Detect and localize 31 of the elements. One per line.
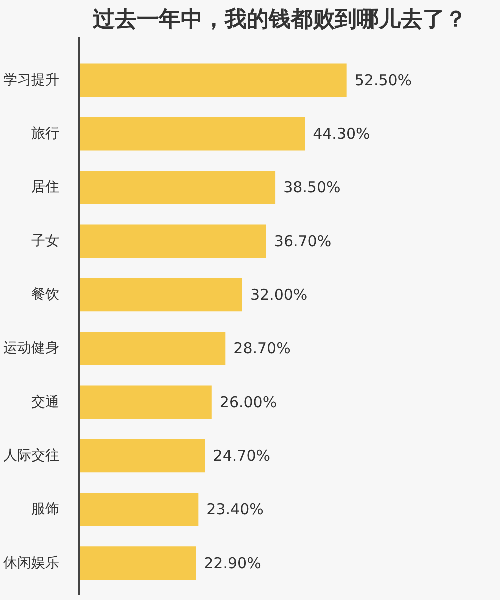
bar — [80, 332, 226, 366]
data-label: 36.70% — [274, 232, 332, 250]
y-tick-label: 餐饮 — [32, 287, 60, 304]
chart-title: 过去一年中，我的钱都败到哪儿去了？ — [92, 8, 467, 32]
y-tick-label: 服饰 — [32, 502, 60, 518]
bar — [80, 224, 266, 258]
data-label: 26.00% — [220, 393, 278, 412]
y-tick-label: 学习提升 — [4, 72, 60, 88]
y-tick-label: 居住 — [32, 180, 60, 196]
bar — [80, 546, 196, 580]
data-label: 22.90% — [204, 554, 262, 572]
bar — [80, 117, 306, 151]
y-tick-label: 子女 — [32, 233, 60, 250]
data-label: 52.50% — [354, 71, 412, 90]
bar — [80, 439, 206, 473]
y-tick-label: 人际交往 — [4, 448, 60, 464]
y-tick-label: 旅行 — [32, 126, 60, 142]
y-tick-label: 运动健身 — [4, 340, 60, 357]
data-label: 28.70% — [234, 340, 291, 358]
bar — [80, 493, 199, 526]
data-label: 38.50% — [284, 178, 341, 197]
data-label: 44.30% — [313, 125, 370, 144]
data-label: 24.70% — [213, 447, 270, 465]
bar — [80, 171, 276, 204]
data-label: 32.00% — [250, 286, 308, 304]
data-label: 23.40% — [206, 500, 264, 519]
bar — [80, 386, 212, 419]
y-tick-label: 休闲娱乐 — [4, 555, 60, 572]
y-tick-label: 交通 — [32, 394, 60, 410]
bar — [80, 278, 242, 312]
bar — [80, 64, 347, 98]
